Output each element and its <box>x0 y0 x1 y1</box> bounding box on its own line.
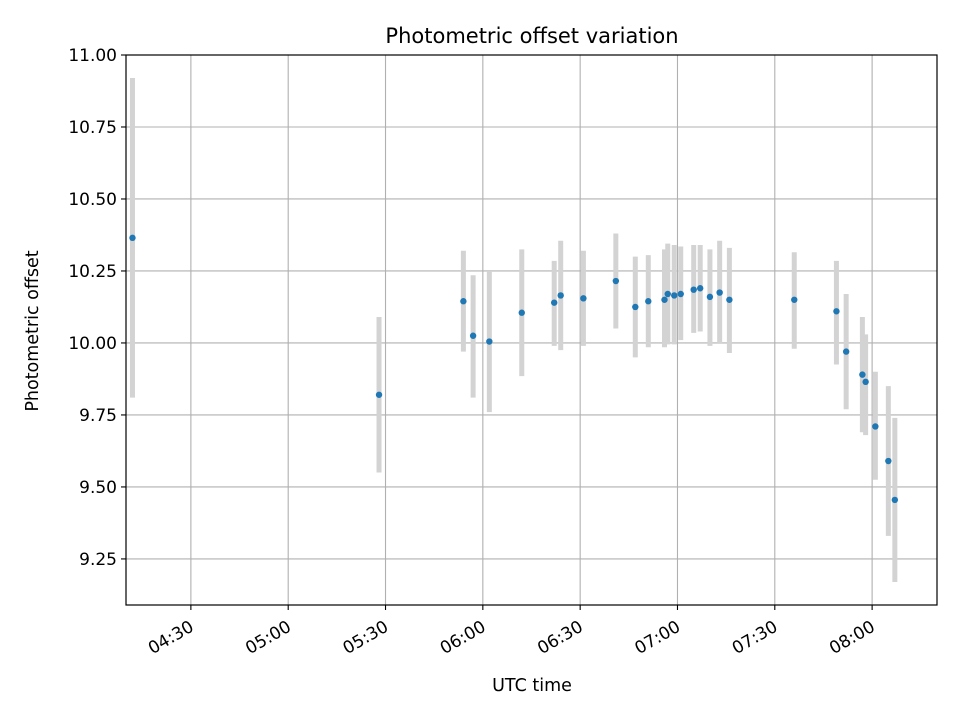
data-point <box>696 285 704 292</box>
data-point <box>580 295 587 302</box>
y-tick-label: 10.75 <box>68 118 117 138</box>
data-point <box>726 296 733 303</box>
data-point <box>891 496 899 504</box>
data-point <box>791 296 798 303</box>
x-tick-label: 07:00 <box>632 617 684 659</box>
plot-frame <box>125 54 938 606</box>
y-tick-label: 10.50 <box>68 190 117 210</box>
x-tick-label: 08:00 <box>826 617 878 659</box>
data-point <box>716 289 723 296</box>
data-point <box>460 298 467 305</box>
data-point <box>862 378 869 386</box>
error-bars <box>129 78 898 582</box>
data-point <box>632 303 639 311</box>
y-tick-label: 10.00 <box>68 334 117 354</box>
data-point <box>557 292 564 299</box>
data-points <box>129 234 899 504</box>
data-point <box>677 290 684 298</box>
y-tick-label: 11.00 <box>68 46 117 66</box>
x-tick-label: 06:00 <box>437 617 489 659</box>
data-point <box>375 391 383 398</box>
chart-title: Photometric offset variation <box>385 24 678 48</box>
x-axis: 04:30 05:00 05:30 06:00 06:30 07:00 07:30 08:00 <box>145 605 879 659</box>
y-axis-label: Photometric offset <box>23 250 43 411</box>
data-point <box>469 332 477 339</box>
data-point <box>690 286 697 293</box>
y-axis: 9.25 9.50 9.75 10.00 10.25 10.50 10.75 11.00 <box>68 46 126 570</box>
y-tick-label: 9.25 <box>79 550 117 570</box>
data-point <box>664 290 671 298</box>
x-tick-label: 04:30 <box>145 617 197 659</box>
data-point <box>833 308 840 315</box>
x-axis-label: UTC time <box>492 676 572 696</box>
y-tick-label: 10.25 <box>68 262 117 282</box>
data-point <box>486 338 493 345</box>
data-point <box>661 296 668 303</box>
x-tick-label: 05:00 <box>242 617 294 659</box>
y-tick-label: 9.75 <box>79 406 117 426</box>
data-point <box>612 277 620 285</box>
data-point <box>885 457 892 465</box>
data-point <box>706 293 714 301</box>
data-point <box>129 234 136 242</box>
gridlines <box>126 54 937 605</box>
data-point <box>842 348 850 355</box>
data-point <box>645 298 652 305</box>
data-point <box>859 371 866 378</box>
y-tick-label: 9.50 <box>79 478 117 498</box>
x-tick-label: 05:30 <box>340 617 392 659</box>
data-point <box>872 423 879 430</box>
x-tick-label: 07:30 <box>729 617 781 659</box>
data-point <box>518 309 525 316</box>
data-point <box>551 299 558 306</box>
data-point <box>671 292 678 299</box>
x-tick-label: 06:30 <box>534 617 586 659</box>
